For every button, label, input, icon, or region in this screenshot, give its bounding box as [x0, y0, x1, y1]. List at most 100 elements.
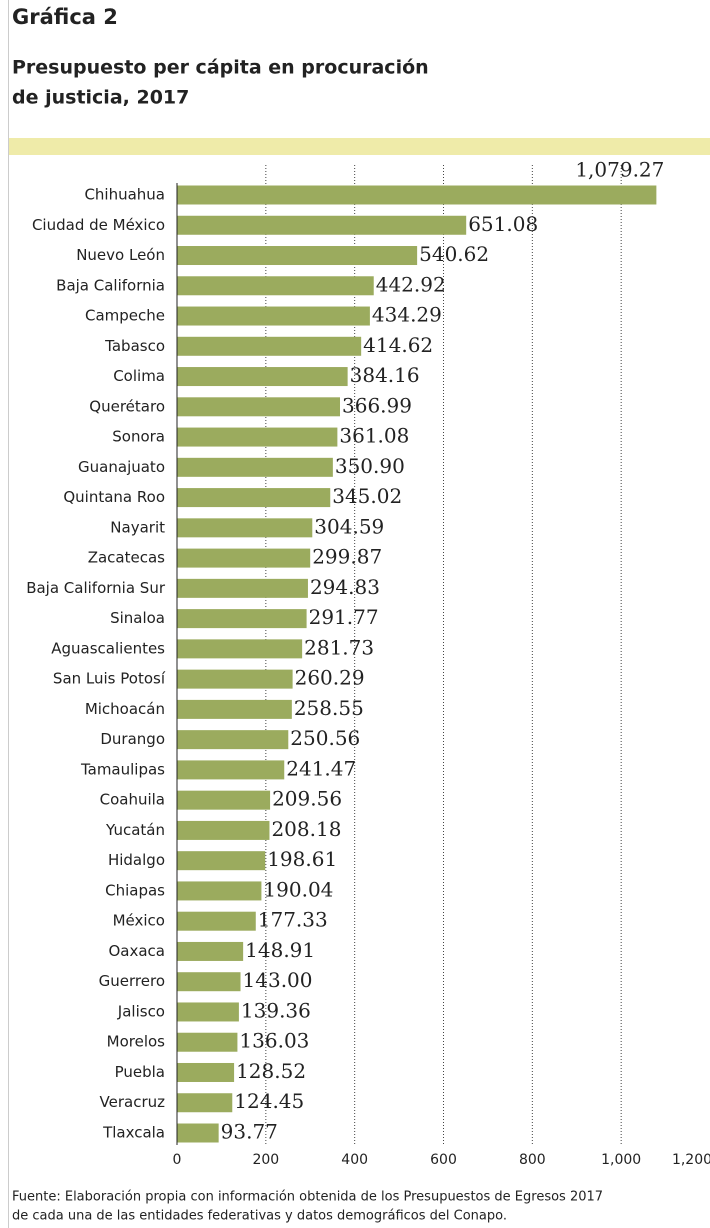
bar — [177, 367, 348, 387]
value-label: 190.04 — [263, 877, 333, 901]
bar — [177, 427, 338, 447]
value-label: 198.61 — [267, 847, 337, 871]
source: Fuente: Elaboración propia con informaci… — [12, 1190, 603, 1205]
value-label: 442.92 — [376, 272, 446, 296]
bar — [177, 911, 256, 931]
value-label: 143.00 — [243, 968, 313, 992]
bar — [177, 669, 293, 689]
bar — [177, 548, 311, 568]
value-label: 304.59 — [314, 514, 384, 538]
bar — [177, 488, 331, 508]
value-label: 208.18 — [271, 817, 341, 841]
y-tick-label: Sinaloa — [110, 609, 165, 627]
y-tick-label: Tlaxcala — [102, 1124, 165, 1142]
value-label: 250.56 — [290, 726, 360, 750]
value-label: 128.52 — [236, 1059, 306, 1083]
bar — [177, 820, 270, 840]
value-label: 294.83 — [310, 575, 380, 599]
chart-label: Gráfica 2 — [12, 5, 118, 29]
y-tick-label: Guerrero — [99, 972, 165, 990]
y-tick-label: Morelos — [107, 1033, 166, 1051]
x-tick-label: 1,200 — [672, 1152, 710, 1168]
y-tick-label: Quintana Roo — [63, 488, 165, 506]
y-tick-label: Querétaro — [89, 397, 165, 415]
bar — [177, 639, 303, 659]
value-label: 434.29 — [372, 303, 442, 327]
bar — [177, 306, 370, 326]
y-tick-label: Yucatán — [105, 821, 165, 839]
bar — [177, 1093, 233, 1113]
y-tick-label: Guanajuato — [78, 458, 165, 476]
value-label: 139.36 — [241, 998, 311, 1022]
y-tick-label: Chihuahua — [84, 186, 165, 204]
bar — [177, 518, 313, 538]
bar — [177, 336, 362, 356]
value-label: 291.77 — [309, 605, 379, 629]
y-tick-label: Campeche — [85, 307, 165, 325]
bar — [177, 1002, 239, 1022]
y-tick-label: Colima — [113, 367, 165, 385]
bar — [177, 578, 308, 598]
value-label: 414.62 — [363, 333, 433, 357]
y-tick-label: Jalisco — [117, 1002, 165, 1020]
value-label: 148.91 — [245, 938, 315, 962]
value-label: 177.33 — [258, 908, 328, 932]
value-label: 258.55 — [294, 696, 364, 720]
value-label: 361.08 — [339, 424, 409, 448]
y-tick-label: México — [113, 912, 165, 930]
x-tick-label: 400 — [341, 1152, 368, 1168]
y-tick-label: Oaxaca — [108, 942, 165, 960]
y-tick-label: Baja California — [56, 276, 165, 294]
bar — [177, 457, 333, 477]
y-tick-label: Coahuila — [100, 791, 165, 809]
bar — [177, 397, 341, 417]
y-tick-label: Baja California Sur — [26, 579, 166, 597]
bar — [177, 246, 418, 266]
y-tick-label: Puebla — [115, 1063, 165, 1081]
x-tick-label: 800 — [519, 1152, 546, 1168]
value-label: 241.47 — [286, 756, 356, 780]
source: de cada una de las entidades federativas… — [12, 1209, 507, 1224]
y-tick-label: Durango — [100, 730, 165, 748]
y-tick-label: San Luis Potosí — [53, 670, 166, 688]
bar — [177, 760, 285, 780]
bar — [177, 1032, 238, 1052]
bar — [177, 215, 467, 235]
y-tick-label: Nuevo León — [76, 246, 165, 264]
y-tick-label: Aguascalientes — [51, 639, 165, 657]
y-tick-label: Nayarit — [110, 518, 165, 536]
x-tick-label: 200 — [252, 1152, 279, 1168]
value-label: 1,079.27 — [575, 158, 664, 182]
value-label: 350.90 — [335, 454, 405, 478]
value-label: 281.73 — [304, 635, 374, 659]
y-tick-label: Tamaulipas — [80, 760, 165, 778]
chart-title: Presupuesto per cápita en procuración — [12, 57, 429, 79]
bar — [177, 609, 307, 629]
y-tick-label: Tabasco — [104, 337, 165, 355]
bar — [177, 699, 292, 719]
x-tick-label: 0 — [173, 1152, 182, 1168]
value-label: 345.02 — [332, 484, 402, 508]
value-label: 366.99 — [342, 393, 412, 417]
x-tick-label: 1,000 — [601, 1152, 641, 1168]
bar — [177, 790, 271, 810]
value-label: 124.45 — [234, 1089, 304, 1113]
value-label: 299.87 — [312, 545, 382, 569]
value-label: 384.16 — [350, 363, 420, 387]
bar — [177, 1123, 219, 1143]
bar — [177, 972, 241, 992]
y-tick-label: Ciudad de México — [32, 216, 165, 234]
y-tick-label: Michoacán — [85, 700, 165, 718]
value-label: 540.62 — [419, 242, 489, 266]
x-tick-label: 600 — [430, 1152, 457, 1168]
value-label: 260.29 — [295, 666, 365, 690]
value-label: 93.77 — [221, 1120, 278, 1144]
chart-title: de justicia, 2017 — [12, 87, 189, 109]
y-tick-label: Hidalgo — [108, 851, 165, 869]
y-tick-label: Veracruz — [100, 1093, 166, 1111]
y-tick-label: Zacatecas — [88, 549, 165, 567]
band — [9, 138, 710, 155]
bar — [177, 185, 657, 205]
